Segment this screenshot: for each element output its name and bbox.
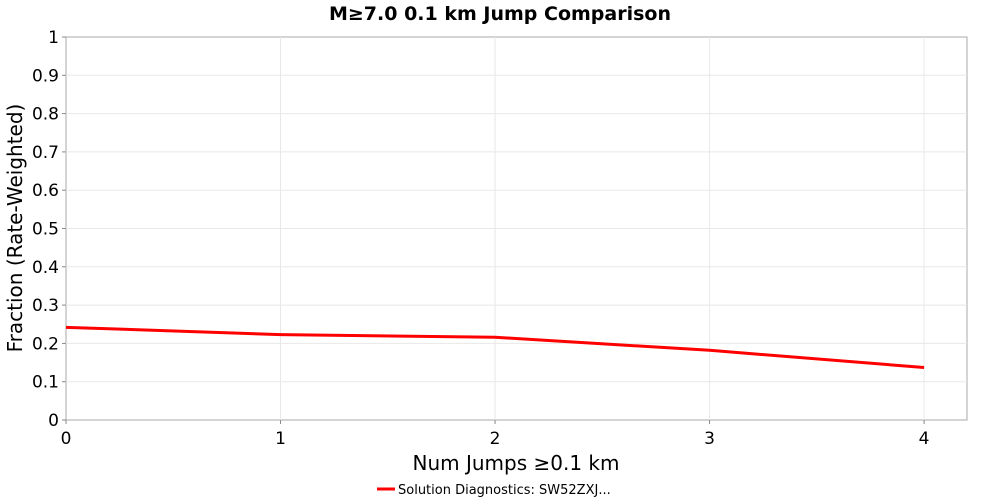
y-tick-label: 0.8 — [32, 105, 59, 125]
legend-label-series-0: Solution Diagnostics: SW52ZXJ... — [398, 483, 611, 498]
y-tick-label: 0 — [48, 411, 59, 431]
x-tick-label: 1 — [275, 429, 286, 449]
y-tick-label: 0.7 — [32, 143, 59, 163]
series-layer — [65, 325, 925, 370]
y-tick-label: 0.1 — [32, 373, 59, 393]
y-tick-label: 0.3 — [32, 296, 59, 316]
y-tick-label: 0.4 — [32, 258, 59, 278]
axis-ticks: 0 0.1 0.2 0.3 0.4 0.5 0.6 0.7 0.8 0.9 1 0 1 2 3 4 — [32, 28, 930, 449]
x-tick-label: 2 — [490, 429, 501, 449]
x-tick-label: 4 — [919, 429, 930, 449]
y-tick-label: 0.9 — [32, 66, 59, 86]
y-axis-label: Fraction (Rate-Weighted) — [3, 104, 27, 353]
y-tick-label: 0.6 — [32, 181, 59, 201]
x-axis-label: Num Jumps ≥0.1 km — [413, 451, 620, 475]
x-tick-label: 0 — [61, 429, 72, 449]
chart-title: M≥7.0 0.1 km Jump Comparison — [329, 3, 671, 25]
x-tick-label: 3 — [704, 429, 715, 449]
y-tick-label: 0.5 — [32, 220, 59, 240]
series-line-0 — [65, 325, 925, 370]
grid-lines — [66, 37, 967, 420]
legend: Solution Diagnostics: SW52ZXJ... — [377, 483, 611, 498]
y-tick-label: 0.2 — [32, 334, 59, 354]
y-tick-label: 1 — [48, 28, 59, 48]
